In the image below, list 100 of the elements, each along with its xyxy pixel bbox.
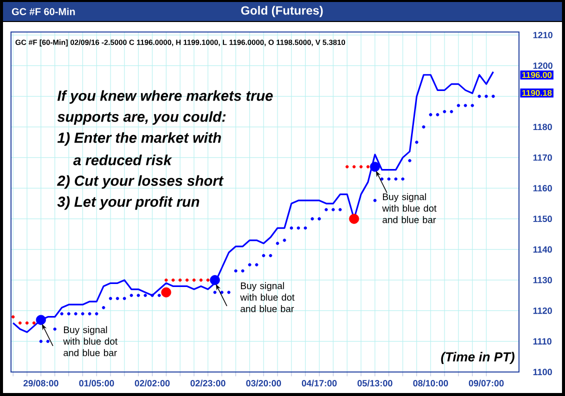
x-tick-label: 04/17:00 xyxy=(302,380,337,386)
chart-subtitle: GC #F 60-Min xyxy=(12,8,75,16)
annotation: 3) Let your profit run xyxy=(57,196,200,210)
point xyxy=(39,340,43,343)
point xyxy=(478,94,481,98)
annotation: a reduced risk xyxy=(73,154,172,166)
point xyxy=(178,278,182,282)
point xyxy=(422,125,426,129)
point xyxy=(387,177,390,181)
point xyxy=(161,287,172,298)
point xyxy=(296,226,300,230)
point xyxy=(108,296,112,300)
x-tick-label: 02/02:00 xyxy=(134,380,170,386)
text: 1196.00 xyxy=(522,72,552,78)
point xyxy=(318,217,321,220)
point xyxy=(102,306,106,310)
point xyxy=(255,263,258,266)
point xyxy=(81,312,84,316)
x-tick-label: 08/10:00 xyxy=(413,380,448,386)
point xyxy=(436,113,440,116)
y-tick-label: 1130 xyxy=(533,276,552,284)
point xyxy=(248,263,252,266)
point xyxy=(12,315,15,318)
y-tick-label: 1160 xyxy=(533,185,552,192)
point xyxy=(349,214,360,224)
y-tick-label: 1120 xyxy=(533,308,552,314)
point xyxy=(442,110,446,114)
point xyxy=(88,312,92,316)
point xyxy=(95,312,98,316)
point xyxy=(185,278,189,282)
x-tick-label: 01/05:00 xyxy=(79,380,114,386)
point xyxy=(324,208,328,212)
point xyxy=(352,165,356,168)
annotation: 1) Enter the market with xyxy=(57,132,221,146)
point xyxy=(144,294,147,298)
point xyxy=(136,294,140,298)
point xyxy=(53,328,56,331)
point xyxy=(450,110,454,114)
point xyxy=(268,254,272,258)
y-tick-label: 1140 xyxy=(533,246,552,253)
annotation: Buy signal with blue dot and blue bar xyxy=(240,282,295,312)
point xyxy=(290,226,294,230)
point xyxy=(227,290,230,294)
annotation: 2) Cut your losses short xyxy=(56,175,224,189)
x-tick-label: 05/13:00 xyxy=(358,380,392,386)
point xyxy=(32,321,36,325)
point xyxy=(359,165,363,168)
point xyxy=(276,242,280,245)
point xyxy=(150,294,154,298)
point xyxy=(394,177,398,181)
point xyxy=(380,177,384,181)
point xyxy=(484,94,488,98)
point xyxy=(262,254,266,258)
annotation: Buy signal with blue dot and blue bar xyxy=(63,326,118,356)
point xyxy=(46,340,50,343)
point xyxy=(464,104,468,108)
point xyxy=(370,162,380,172)
point xyxy=(122,296,126,300)
point xyxy=(234,269,238,273)
point xyxy=(164,278,168,282)
point xyxy=(470,104,474,108)
point xyxy=(408,159,412,162)
point xyxy=(25,321,29,325)
point xyxy=(206,278,210,282)
point xyxy=(282,238,286,242)
annotation: (Time in PT) xyxy=(441,352,514,364)
point xyxy=(172,278,175,282)
point xyxy=(60,312,64,316)
y-tick-label: 1200 xyxy=(533,62,552,69)
point xyxy=(220,290,224,294)
point xyxy=(401,177,404,181)
annotation: supports are, you could: xyxy=(57,111,226,125)
point xyxy=(213,290,216,294)
y-tick-label: 1150 xyxy=(533,216,552,222)
point xyxy=(415,140,418,144)
point xyxy=(116,296,120,300)
point xyxy=(158,294,161,298)
point xyxy=(346,165,349,168)
y-tick-label: 1100 xyxy=(533,368,552,376)
point xyxy=(366,165,370,168)
point xyxy=(456,104,460,108)
y-tick-label: 1210 xyxy=(533,32,552,38)
point xyxy=(429,113,432,116)
point xyxy=(492,94,495,98)
point xyxy=(74,312,78,316)
y-tick-label: 1170 xyxy=(533,154,552,161)
point xyxy=(192,278,196,282)
chart-title: Gold (Futures) xyxy=(241,6,323,18)
point xyxy=(338,208,342,212)
point xyxy=(210,275,220,286)
point xyxy=(67,312,70,316)
x-tick-label: 02/23:00 xyxy=(190,380,226,386)
point xyxy=(304,226,307,230)
point xyxy=(130,294,133,298)
point xyxy=(373,198,377,202)
point xyxy=(36,314,46,325)
point xyxy=(332,208,335,212)
annotation: Buy signal with blue dot and blue bar xyxy=(382,193,437,224)
y-tick-label: 1180 xyxy=(533,124,552,130)
x-tick-label: 03/20:00 xyxy=(246,380,282,386)
